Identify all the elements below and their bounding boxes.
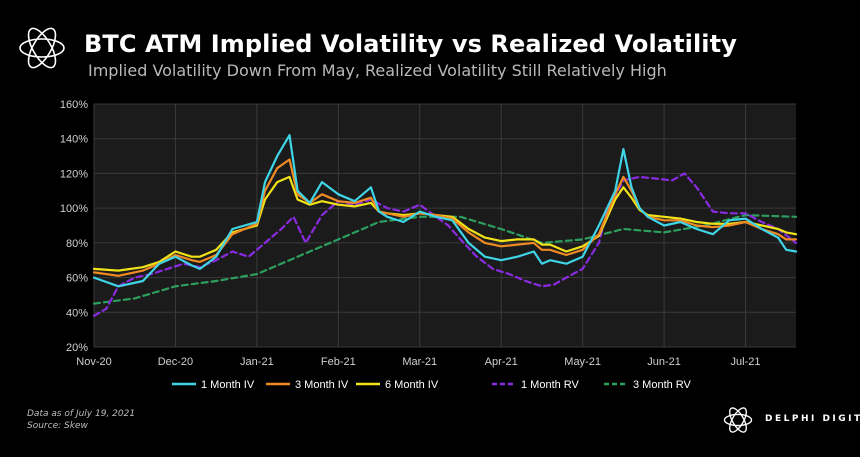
series-line-1-month-iv xyxy=(92,134,798,288)
legend-label: 1 Month RV xyxy=(521,379,580,391)
y-axis-ticks: 20% 40% 60% 80% 100% 120% 140% 160% xyxy=(60,99,88,354)
y-tick-label: 60% xyxy=(66,273,88,285)
series-line-6-month-iv xyxy=(92,175,798,272)
gridlines xyxy=(93,103,796,348)
delphi-knot-logo-icon xyxy=(19,27,65,69)
x-tick-label: Mar-21 xyxy=(402,356,437,368)
x-tick-label: Jan-21 xyxy=(240,356,274,368)
plot-area xyxy=(94,104,796,347)
data-date-note: Data as of July 19, 2021 xyxy=(27,409,136,419)
series-line-3-month-iv xyxy=(92,158,798,277)
x-tick-label: Nov-20 xyxy=(76,356,111,368)
x-tick-label: Jul-21 xyxy=(731,356,761,368)
chart-subtitle: Implied Volatility Down From May, Realiz… xyxy=(88,61,667,80)
y-tick-label: 140% xyxy=(60,134,88,146)
x-tick-label: Apr-21 xyxy=(485,356,518,368)
legend-label: 1 Month IV xyxy=(201,379,255,391)
brand-name: DELPHI DIGITAL xyxy=(765,414,860,424)
x-tick-label: Jun-21 xyxy=(647,356,681,368)
x-axis-ticks: Nov-20 Dec-20 Jan-21 Feb-21 Mar-21 Apr-21 May-… xyxy=(76,356,760,368)
y-tick-label: 100% xyxy=(60,203,88,215)
x-tick-label: Feb-21 xyxy=(321,356,356,368)
x-tick-label: Dec-20 xyxy=(158,356,193,368)
chart-title: BTC ATM Implied Volatility vs Realized V… xyxy=(84,30,737,58)
delphi-knot-logo-icon xyxy=(723,407,753,433)
y-tick-label: 20% xyxy=(66,342,88,354)
source-note: Source: Skew xyxy=(27,421,88,431)
series-line-1-month-rv xyxy=(92,172,798,317)
legend: 1 Month IV 3 Month IV 6 Month IV 1 Month RV… xyxy=(172,379,692,391)
y-tick-label: 160% xyxy=(60,99,88,111)
x-tick-label: May-21 xyxy=(564,356,601,368)
legend-label: 6 Month IV xyxy=(385,379,439,391)
legend-label: 3 Month IV xyxy=(295,379,349,391)
y-tick-label: 40% xyxy=(66,307,88,319)
series-lines xyxy=(92,134,798,317)
y-tick-label: 80% xyxy=(66,238,88,250)
y-tick-label: 120% xyxy=(60,168,88,180)
legend-label: 3 Month RV xyxy=(633,379,692,391)
